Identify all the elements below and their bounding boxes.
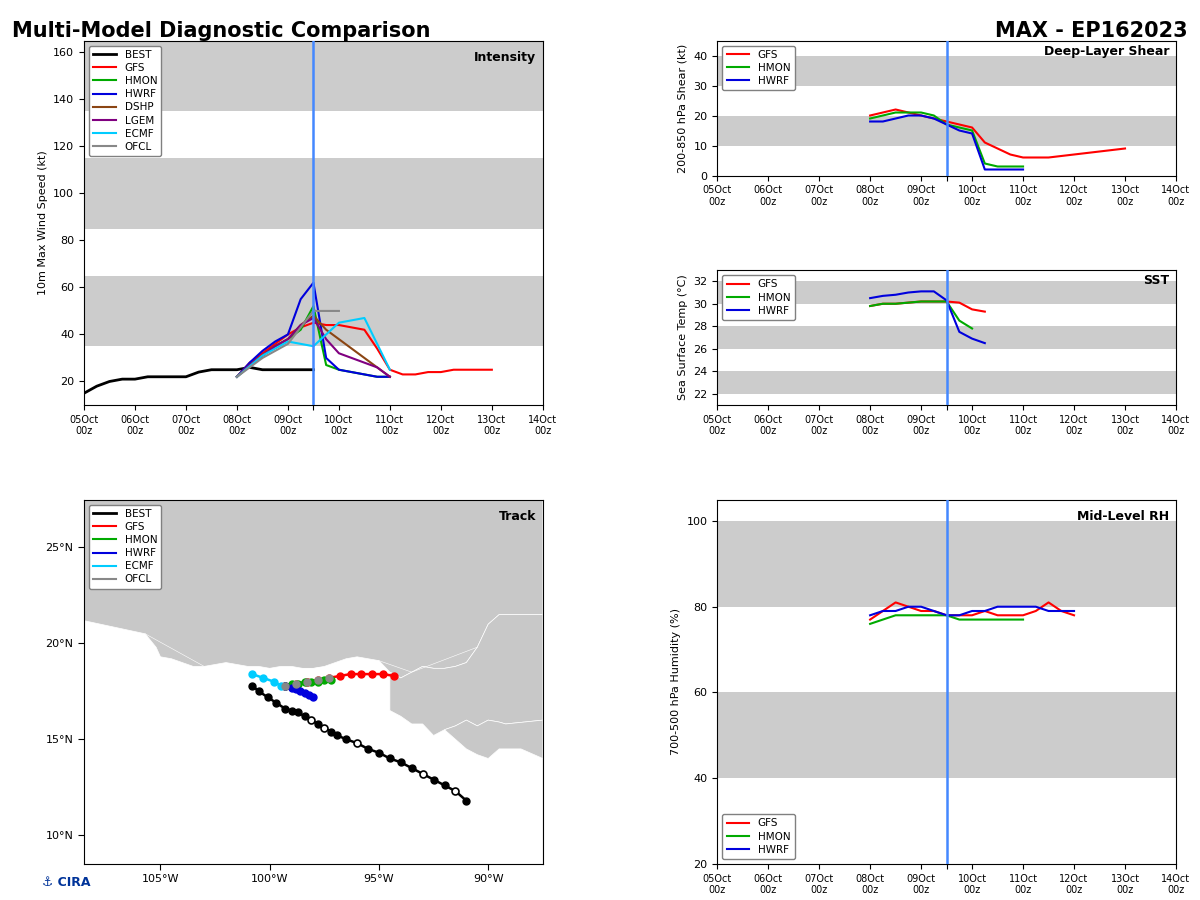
- Legend: GFS, HMON, HWRF: GFS, HMON, HWRF: [722, 46, 794, 90]
- Polygon shape: [0, 403, 542, 678]
- Text: Mid-Level RH: Mid-Level RH: [1076, 510, 1169, 524]
- Y-axis label: 700-500 hPa Humidity (%): 700-500 hPa Humidity (%): [671, 608, 680, 755]
- Bar: [718, 115, 1176, 146]
- Legend: BEST, GFS, HMON, HWRF, ECMF, OFCL: BEST, GFS, HMON, HWRF, ECMF, OFCL: [89, 505, 162, 589]
- Legend: GFS, HMON, HWRF: GFS, HMON, HWRF: [722, 814, 794, 859]
- Bar: [718, 281, 1176, 304]
- Bar: [84, 40, 542, 111]
- Y-axis label: 200-850 hPa Shear (kt): 200-850 hPa Shear (kt): [678, 43, 688, 173]
- Polygon shape: [444, 720, 641, 864]
- Bar: [718, 692, 1176, 778]
- Text: SST: SST: [1142, 274, 1169, 287]
- Text: Deep-Layer Shear: Deep-Layer Shear: [1044, 44, 1169, 58]
- Legend: GFS, HMON, HWRF: GFS, HMON, HWRF: [722, 275, 794, 319]
- Y-axis label: 10m Max Wind Speed (kt): 10m Max Wind Speed (kt): [37, 150, 48, 295]
- Text: Intensity: Intensity: [474, 51, 536, 65]
- Legend: BEST, GFS, HMON, HWRF, DSHP, LGEM, ECMF, OFCL: BEST, GFS, HMON, HWRF, DSHP, LGEM, ECMF,…: [89, 46, 162, 156]
- Text: ⚓ CIRA: ⚓ CIRA: [42, 877, 90, 889]
- Y-axis label: Sea Surface Temp (°C): Sea Surface Temp (°C): [678, 274, 688, 400]
- Text: Track: Track: [498, 510, 536, 524]
- Bar: [84, 275, 542, 346]
- Bar: [718, 327, 1176, 348]
- Text: MAX - EP162023: MAX - EP162023: [995, 21, 1188, 40]
- Text: Multi-Model Diagnostic Comparison: Multi-Model Diagnostic Comparison: [12, 21, 431, 40]
- Bar: [718, 372, 1176, 394]
- Bar: [84, 158, 542, 229]
- Polygon shape: [390, 615, 542, 735]
- Bar: [718, 521, 1176, 607]
- Bar: [718, 56, 1176, 86]
